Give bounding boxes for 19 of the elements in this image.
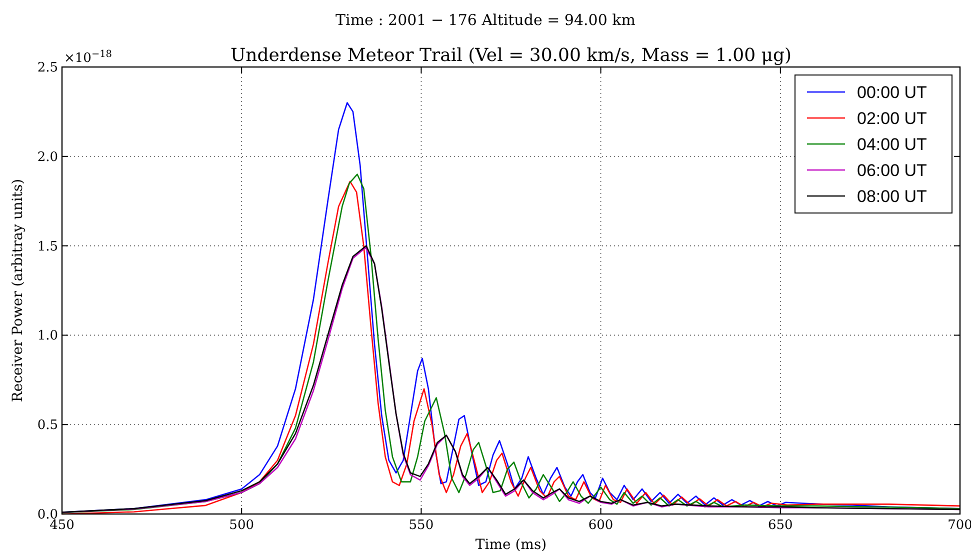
x-tick-label: 650 bbox=[768, 518, 793, 533]
chart-subtitle: Underdense Meteor Trail (Vel = 30.00 km/s, Mass = 1.00 μg) bbox=[230, 45, 792, 66]
y-axis-title: Receiver Power (arbitray units) bbox=[10, 178, 26, 402]
y-tick-label: 0.5 bbox=[37, 418, 58, 434]
y-tick-label: 1.0 bbox=[37, 328, 58, 344]
text: ×10$^{−18}$ bbox=[64, 48, 112, 66]
y-tick-label: 2.5 bbox=[37, 60, 58, 76]
y-tick-label: 1.5 bbox=[37, 239, 58, 254]
legend-label: 08:00 UT bbox=[857, 187, 927, 206]
x-tick-label: 500 bbox=[229, 518, 254, 533]
legend-label: 02:00 UT bbox=[857, 109, 927, 128]
y-tick-label: 2.0 bbox=[37, 150, 58, 165]
legend-label: 00:00 UT bbox=[857, 83, 927, 102]
x-tick-label: 550 bbox=[408, 518, 434, 533]
x-tick-label: 600 bbox=[588, 518, 614, 533]
legend-label: 04:00 UT bbox=[857, 135, 927, 154]
x-axis-title: Time (ms) bbox=[475, 537, 547, 553]
legend-label: 06:00 UT bbox=[857, 161, 927, 180]
chart-title: Time : 2001 − 176 Altitude = 94.00 km bbox=[336, 11, 636, 29]
